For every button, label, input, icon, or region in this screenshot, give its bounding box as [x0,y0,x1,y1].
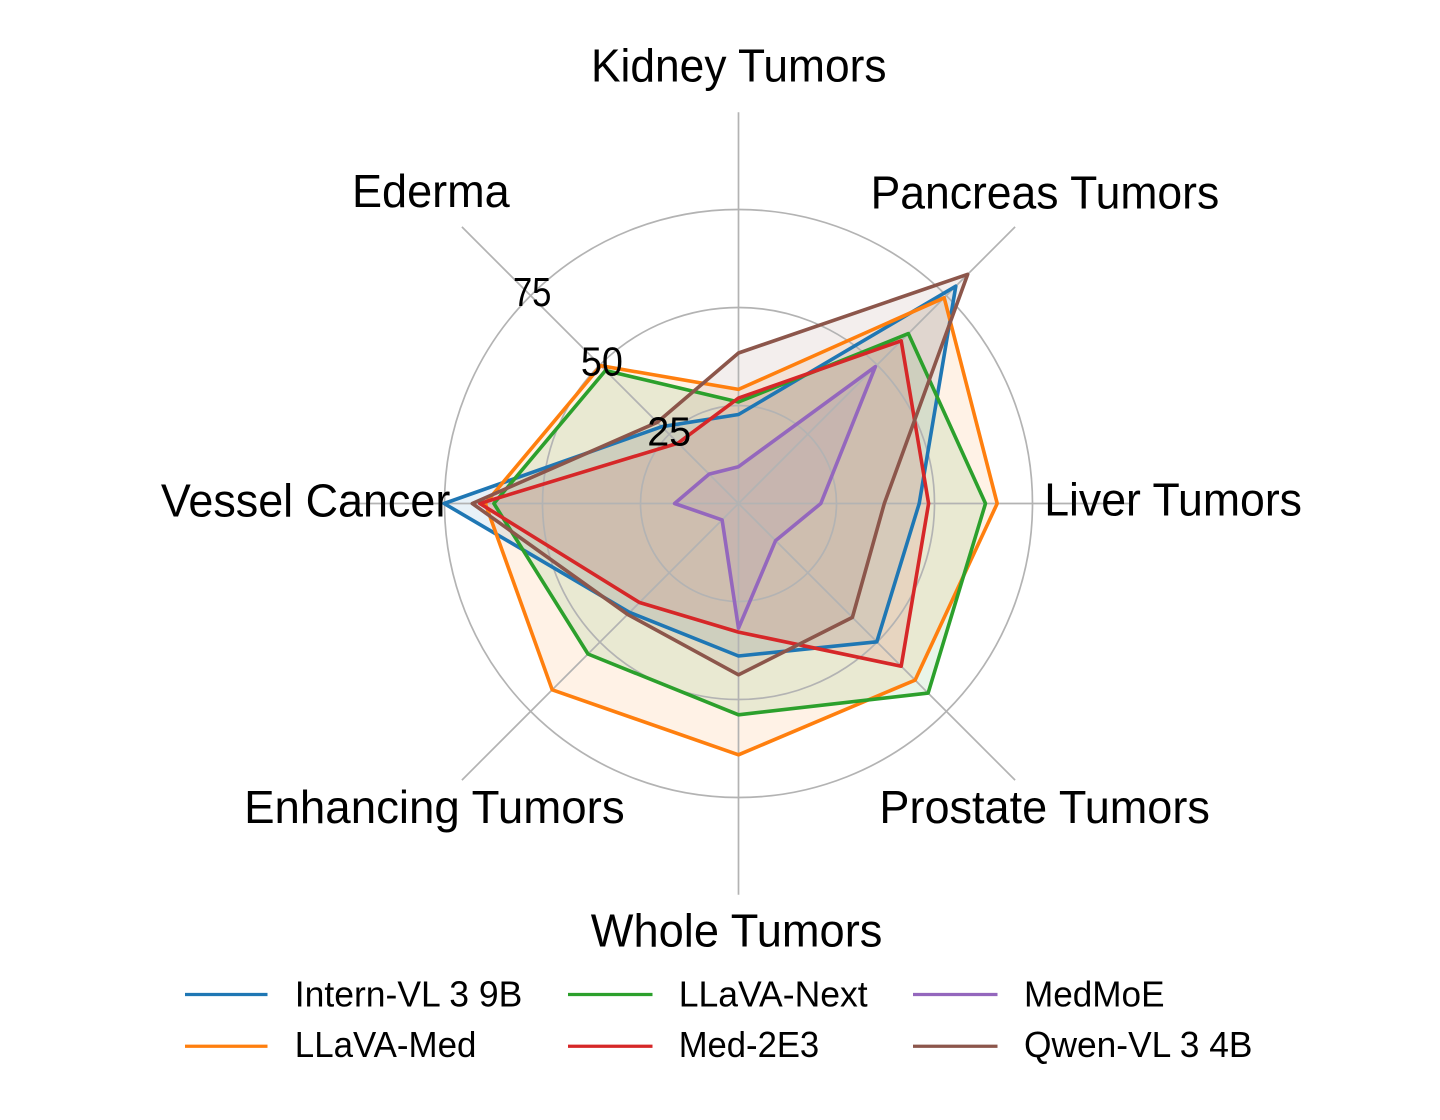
svg-text:LLaVA-Next: LLaVA-Next [679,973,868,1014]
svg-text:Intern-VL 3 9B: Intern-VL 3 9B [295,973,523,1014]
svg-text:Whole Tumors: Whole Tumors [591,905,883,957]
svg-text:Ederma: Ederma [352,165,510,217]
svg-text:MedMoE: MedMoE [1024,973,1165,1014]
svg-text:Med-2E3: Med-2E3 [679,1024,820,1065]
svg-text:Qwen-VL 3 4B: Qwen-VL 3 4B [1024,1024,1253,1065]
svg-text:Pancreas Tumors: Pancreas Tumors [871,166,1220,218]
svg-text:50: 50 [581,339,623,385]
svg-text:LLaVA-Med: LLaVA-Med [295,1024,477,1065]
svg-text:25: 25 [647,408,691,454]
svg-text:Liver Tumors: Liver Tumors [1044,474,1302,526]
svg-text:Prostate Tumors: Prostate Tumors [879,781,1210,833]
svg-text:Vessel Cancer: Vessel Cancer [161,475,450,527]
svg-text:75: 75 [513,269,552,315]
svg-text:Enhancing Tumors: Enhancing Tumors [244,781,625,833]
svg-text:Kidney Tumors: Kidney Tumors [591,39,887,91]
